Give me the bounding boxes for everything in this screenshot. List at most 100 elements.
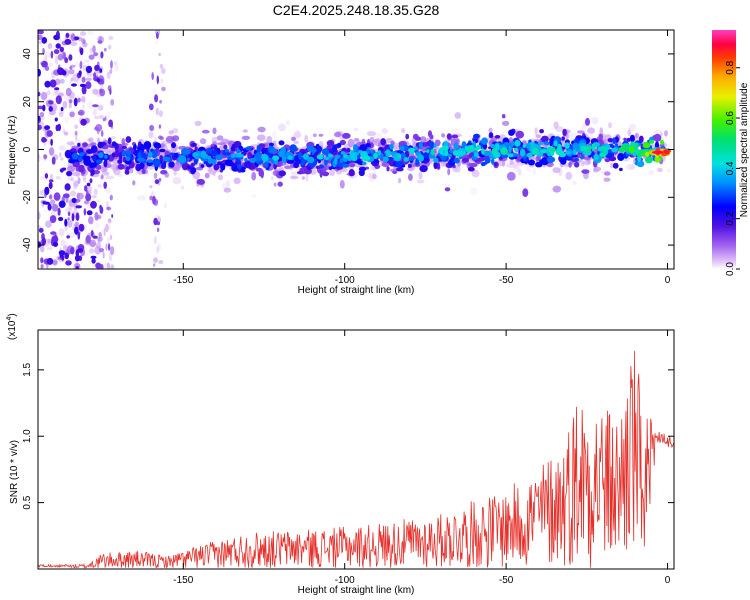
spectrogram-cell: [161, 86, 166, 92]
spectrogram-cell: [351, 154, 358, 162]
spectrogram-cell: [44, 173, 49, 179]
spectrogram-cell: [153, 217, 158, 226]
spectrogram-cell: [78, 164, 85, 173]
spectrogram-cell: [44, 125, 51, 130]
spectrogram-cell: [78, 70, 82, 76]
spectrogram-cell: [278, 140, 285, 146]
spectrogram-cell: [406, 166, 414, 172]
spectrogram-cell: [420, 136, 427, 143]
spectrogram-cell: [473, 152, 479, 158]
spectrogram-cell: [468, 163, 478, 168]
spectrogram-cell: [501, 159, 506, 167]
spectrogram-cell: [51, 235, 59, 244]
spectrogram-cell: [94, 64, 100, 71]
spectrogram-cell: [93, 108, 97, 117]
spectrogram-cell: [159, 99, 163, 104]
spectrogram-cell: [553, 121, 559, 129]
spectrogram-cell: [171, 142, 176, 149]
spectrogram-cell: [99, 206, 104, 214]
spectrogram-cell: [380, 138, 387, 146]
spectrogram-cell: [429, 134, 434, 140]
spectrogram-cell: [78, 109, 85, 116]
spectrogram-cell: [217, 142, 226, 146]
spectrogram-cell: [79, 31, 87, 36]
spectrogram-cell: [89, 47, 93, 54]
spectrogram-cell: [62, 245, 68, 251]
spectrogram-cell: [236, 153, 245, 158]
spectrogram-cell: [232, 166, 237, 172]
spectrogram-cell: [172, 176, 182, 185]
spectrogram-cell: [453, 142, 459, 150]
spectrogram-cell: [540, 157, 549, 166]
spectrogram-cell: [628, 123, 637, 132]
spectrogram-y-tick-label: 20: [22, 96, 33, 108]
spectrogram-cell: [629, 164, 636, 170]
spectrogram-cell: [571, 154, 578, 158]
spectrogram-cell: [158, 110, 163, 118]
spectrogram-cell: [51, 203, 59, 212]
spectrogram-cell: [42, 208, 50, 213]
spectrogram-cell: [40, 91, 48, 101]
spectrogram-cell: [163, 202, 168, 209]
snr-panel: -150 -100 -50 0 0.5 1.0 1.5 Height of straigh…: [6, 313, 675, 596]
spectrogram-cell: [237, 163, 242, 169]
spectrogram-cell: [125, 166, 131, 171]
spectrogram-cell: [318, 164, 325, 169]
spectrogram-cell: [88, 216, 94, 225]
spectrogram-cell: [76, 192, 84, 200]
spectrogram-cell: [514, 139, 521, 147]
spectrogram-x-tick-label: -150: [173, 275, 193, 286]
spectrogram-cell: [147, 151, 153, 158]
spectrogram-cell: [644, 156, 653, 164]
spectrogram-cell: [58, 152, 62, 158]
spectrogram-cell: [369, 136, 375, 144]
spectrogram-cell: [539, 129, 544, 134]
spectrogram-cell: [255, 167, 263, 172]
spectrogram-cell: [256, 134, 266, 141]
spectrogram-y-tick-label: -40: [22, 237, 33, 252]
spectrogram-cell: [103, 227, 106, 237]
spectrogram-cell: [224, 149, 230, 153]
spectrogram-cell: [38, 227, 44, 233]
spectrogram-cell: [47, 43, 53, 50]
spectrogram-cell: [149, 195, 153, 201]
spectrogram-cell: [48, 100, 54, 105]
spectrogram-cell: [146, 159, 153, 163]
spectrogram-cell: [44, 80, 51, 88]
spectrogram-cell: [612, 162, 619, 169]
spectrogram-cell: [285, 119, 290, 126]
spectrogram-cell: [100, 174, 104, 180]
spectrogram-cell: [433, 161, 438, 170]
spectrogram-cell: [86, 210, 93, 216]
spectrogram-cell: [657, 167, 663, 173]
spectrogram-cell: [223, 187, 232, 193]
spectrogram-cell: [555, 147, 564, 156]
spectrogram-cell: [457, 151, 467, 156]
spectrogram-cell: [560, 157, 567, 165]
spectrogram-cell: [160, 78, 163, 84]
spectrogram-cell: [99, 88, 106, 97]
spectrogram-cell: [230, 146, 235, 152]
spectrogram-cell: [70, 41, 78, 47]
spectrogram-cell: [586, 145, 592, 151]
spectrogram-cell: [201, 129, 210, 134]
spectrogram-cell: [627, 129, 632, 137]
spectrogram-cell: [224, 159, 233, 166]
spectrogram-cell: [467, 166, 475, 172]
spectrogram-cell: [196, 166, 204, 171]
spectrogram-cell: [212, 127, 217, 135]
snr-frame: [37, 329, 675, 570]
spectrogram-cell: [215, 154, 223, 161]
spectrogram-cell: [659, 132, 664, 136]
spectrogram-cell: [71, 153, 79, 160]
spectrogram-cell: [236, 148, 241, 154]
spectrogram-cell: [105, 175, 115, 180]
spectrogram-cell: [218, 145, 224, 150]
spectrogram-cell: [92, 88, 99, 95]
spectrogram-cell: [148, 103, 154, 111]
spectrogram-cell: [97, 141, 104, 149]
spectrogram-cell: [148, 131, 154, 139]
spectrogram-cell: [653, 130, 662, 134]
spectrogram-cell: [190, 167, 197, 174]
spectrogram-cell: [109, 68, 113, 74]
